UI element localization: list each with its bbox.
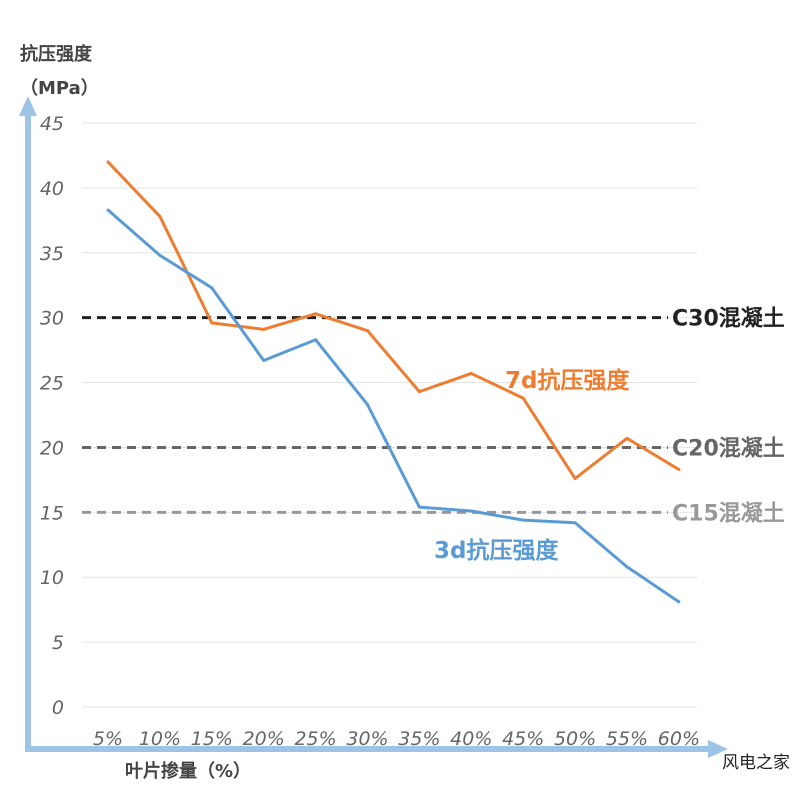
y-axis-unit: （MPa）: [20, 78, 99, 99]
data-point: [521, 396, 525, 400]
x-tick-label: 10%: [139, 728, 181, 750]
x-tick-label: 5%: [93, 728, 123, 750]
data-point: [573, 521, 577, 525]
x-tick-label: 60%: [658, 728, 700, 750]
data-point: [417, 390, 421, 394]
data-point: [366, 403, 369, 407]
data-point: [210, 286, 214, 290]
data-point: [158, 253, 162, 257]
y-tick-label: 25: [40, 373, 64, 395]
y-tick-label: 45: [40, 113, 64, 135]
x-axis-arrow: [708, 740, 728, 758]
x-tick-label: 30%: [346, 728, 388, 750]
data-point: [469, 509, 473, 513]
data-point: [469, 371, 473, 375]
y-tick-label: 30: [40, 308, 64, 330]
x-tick-label: 55%: [606, 728, 648, 750]
y-tick-label: 20: [40, 437, 64, 459]
reference-line-label: C15混凝土: [672, 500, 785, 526]
x-tick-label: 20%: [243, 728, 285, 750]
data-point: [521, 518, 525, 522]
series-label: 3d抗压强度: [434, 537, 559, 564]
data-point: [625, 565, 629, 569]
x-tick-label: 25%: [294, 728, 336, 750]
x-tick-label: 50%: [554, 728, 596, 750]
data-point: [314, 338, 318, 342]
y-tick-label: 0: [52, 697, 64, 719]
series-label: 7d抗压强度: [505, 367, 630, 394]
data-point: [677, 600, 681, 604]
series-line-1: [107, 208, 680, 604]
data-point: [366, 329, 369, 333]
data-point: [417, 505, 421, 509]
reference-line-label: C20混凝土: [672, 435, 785, 461]
data-point: [210, 321, 214, 325]
data-point: [262, 327, 266, 331]
data-point: [314, 312, 318, 316]
y-tick-label: 40: [40, 178, 64, 200]
data-point: [106, 160, 110, 164]
data-point: [158, 214, 162, 218]
reference-line-label: C30混凝土: [672, 306, 785, 332]
data-point: [106, 208, 110, 212]
x-tick-label: 45%: [502, 728, 544, 750]
x-tick-label: 40%: [450, 728, 492, 750]
y-tick-label: 15: [40, 502, 64, 524]
series-line-0: [106, 160, 680, 481]
y-tick-label: 5: [52, 632, 64, 654]
data-point: [625, 436, 629, 440]
data-point: [262, 358, 266, 362]
y-axis-arrow: [19, 96, 37, 116]
y-tick-label: 35: [40, 243, 64, 265]
y-axis-title: 抗压强度: [20, 44, 92, 65]
watermark: 风电之家: [722, 753, 790, 773]
data-point: [573, 477, 577, 481]
x-axis-title: 叶片掺量（%）: [125, 761, 252, 782]
data-point: [677, 468, 681, 472]
x-tick-label: 15%: [191, 728, 233, 750]
x-tick-label: 35%: [398, 728, 440, 750]
y-tick-label: 10: [40, 567, 64, 589]
